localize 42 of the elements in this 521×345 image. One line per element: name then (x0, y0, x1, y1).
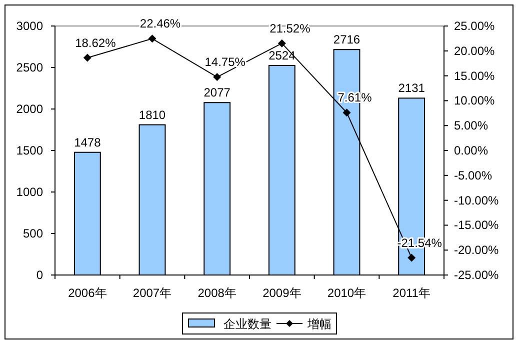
point (342, 108, 351, 117)
x-tick-label: 2010年 (327, 286, 366, 300)
y-tick-label: 1000 (16, 185, 44, 199)
point (278, 39, 286, 48)
point (408, 254, 416, 262)
data-label: 21.52% (270, 21, 311, 36)
y2-tick-label: -5.00% (454, 168, 492, 182)
y-tick-label: 0 (36, 268, 44, 282)
y2-tick-label: 15.00% (454, 68, 496, 83)
y-tick-label: 3000 (16, 19, 44, 33)
y2-tick-label: -20.00% (454, 243, 500, 258)
y2-tick-label: -15.00% (454, 218, 500, 232)
y-tick-label: 500 (22, 226, 44, 240)
point (213, 73, 222, 82)
legend-label: 增幅 (306, 317, 332, 331)
point (148, 34, 156, 43)
data-label: 14.75% (204, 55, 246, 70)
data-label: 1478 (74, 135, 102, 150)
x-tick-label: 2008年 (198, 286, 236, 300)
y2-tick-label: -25.00% (454, 268, 500, 282)
y2-tick-label: 0.00% (454, 144, 488, 158)
x-tick-label: 2011年 (392, 286, 430, 300)
data-label: 2131 (398, 81, 426, 96)
x-tick-label: 2006年 (68, 286, 107, 300)
y2-tick-label: 5.00% (454, 118, 488, 133)
legend-label: 企业数量 (224, 317, 272, 331)
y-tick-label: 1500 (16, 144, 44, 158)
x-tick-label: 2009年 (262, 286, 302, 300)
y2-tick-label: 10.00% (454, 94, 496, 108)
data-label: 2077 (204, 86, 231, 100)
data-label: 2716 (333, 32, 360, 47)
x-tick-label: 2007年 (132, 286, 172, 300)
data-label: 18.62% (75, 36, 116, 50)
data-label: 22.46% (140, 16, 181, 31)
y2-tick-label: 25.00% (454, 19, 496, 33)
y-tick-label: 2000 (16, 102, 44, 116)
y2-tick-label: -10.00% (454, 193, 500, 208)
y2-tick-label: 20.00% (454, 44, 496, 58)
data-label: 2524 (268, 48, 296, 63)
point (83, 54, 92, 62)
data-label: 1810 (138, 108, 166, 122)
y-tick-label: 2500 (16, 60, 44, 74)
